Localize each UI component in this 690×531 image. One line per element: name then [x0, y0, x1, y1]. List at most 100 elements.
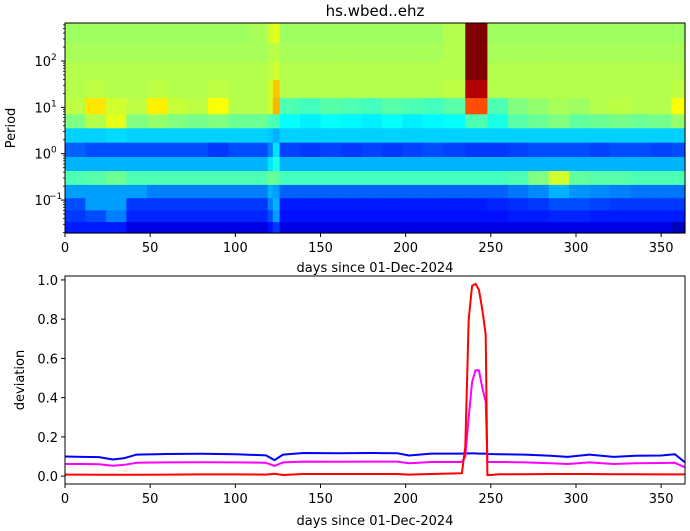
heatmap-cell — [300, 23, 322, 44]
heatmap-cell — [208, 184, 230, 199]
heatmap-cell — [361, 222, 383, 234]
heatmap-cell — [146, 62, 168, 81]
heatmap-cell — [487, 184, 509, 199]
heatmap-cell — [105, 114, 127, 129]
heatmap-cell — [272, 210, 281, 223]
heatmap-cell — [105, 128, 127, 144]
heatmap-cell — [589, 142, 611, 158]
heatmap-cell — [228, 62, 250, 81]
heatmap-cell — [340, 114, 362, 129]
heatmap-cell — [507, 142, 529, 158]
y-tick-label: 10 — [34, 101, 51, 116]
heatmap-cell — [381, 114, 403, 129]
heatmap-cell — [569, 210, 591, 223]
heatmap-cell — [85, 98, 107, 115]
heatmap-cell — [548, 128, 570, 144]
x-tick-label: 100 — [223, 492, 248, 507]
heatmap-cell — [528, 128, 550, 144]
heatmap-cell — [422, 62, 444, 81]
heatmap-cell — [589, 157, 611, 172]
heatmap-cell — [279, 222, 301, 234]
heatmap-cell — [126, 114, 148, 129]
heatmap-cell — [167, 43, 189, 63]
heatmap-cell — [228, 210, 250, 223]
heatmap-cell — [507, 128, 529, 144]
heatmap-cell — [65, 23, 86, 44]
heatmap-cell — [187, 43, 209, 63]
heatmap-cell — [630, 114, 652, 129]
heatmap-cell — [126, 198, 148, 211]
heatmap-cell — [361, 80, 383, 99]
heatmap-cell — [569, 80, 591, 99]
heatmap-cell — [361, 114, 383, 129]
heatmap-cell — [267, 184, 274, 199]
heatmap-cell — [361, 98, 383, 115]
heatmap-cell — [65, 222, 86, 234]
heatmap-cell — [85, 80, 107, 99]
heatmap-cell — [340, 142, 362, 158]
heatmap-cell — [402, 80, 424, 99]
heatmap-cell — [487, 210, 509, 223]
spectrogram-ylabel: Period — [4, 108, 19, 149]
heatmap-cell — [548, 80, 570, 99]
x-tick-label: 0 — [61, 241, 69, 256]
heatmap-cell — [340, 198, 362, 211]
heatmap-cell — [589, 80, 611, 99]
heatmap-cell — [272, 62, 281, 81]
heatmap-cell — [528, 80, 550, 99]
heatmap-cell — [85, 23, 107, 44]
heatmap-cell — [361, 23, 383, 44]
heatmap-cell — [208, 157, 230, 172]
x-tick-label: 200 — [393, 492, 418, 507]
heatmap-cell — [465, 210, 488, 223]
heatmap-cell — [228, 114, 250, 129]
heatmap-cell — [650, 43, 672, 63]
heatmap-cell — [443, 198, 466, 211]
heatmap-cell — [146, 157, 168, 172]
heatmap-cell — [208, 62, 230, 81]
heatmap-cell — [65, 114, 86, 129]
heatmap-cell — [528, 142, 550, 158]
heatmap-cell — [671, 142, 686, 158]
heatmap-cell — [381, 43, 403, 63]
heatmap-cell — [267, 23, 274, 44]
heatmap-cell — [671, 184, 686, 199]
heatmap-cell — [65, 80, 86, 99]
heatmap-cell — [548, 62, 570, 81]
heatmap-cell — [465, 222, 488, 234]
heatmap-cell — [465, 198, 488, 211]
heatmap-cell — [507, 210, 529, 223]
heatmap-cell — [528, 171, 550, 186]
heatmap-cell — [279, 23, 301, 44]
heatmap-cell — [487, 43, 509, 63]
heatmap-cell — [361, 184, 383, 199]
heatmap-cell — [671, 198, 686, 211]
heatmap-cell — [85, 128, 107, 144]
heatmap-cell — [187, 114, 209, 129]
heatmap-cell — [422, 98, 444, 115]
heatmap-cell — [589, 210, 611, 223]
heatmap-cell — [126, 43, 148, 63]
heatmap-cell — [249, 62, 269, 81]
heatmap-cell — [146, 23, 168, 44]
heatmap-cell — [610, 62, 632, 81]
heatmap-cell — [320, 80, 342, 99]
heatmap-cell — [85, 142, 107, 158]
heatmap-cell — [422, 222, 444, 234]
heatmap-cell — [167, 128, 189, 144]
deviation-xlabel: days since 01-Dec-2024 — [297, 514, 454, 529]
heatmap-cell — [272, 184, 281, 199]
heatmap-cell — [267, 157, 274, 172]
heatmap-cell — [65, 210, 86, 223]
heatmap-cell — [381, 128, 403, 144]
heatmap-cell — [589, 198, 611, 211]
heatmap-cell — [272, 128, 281, 144]
heatmap-cell — [610, 184, 632, 199]
heatmap-cell — [402, 43, 424, 63]
heatmap-cell — [671, 171, 686, 186]
heatmap-cell — [272, 222, 281, 234]
heatmap-cell — [85, 157, 107, 172]
heatmap-cell — [146, 210, 168, 223]
heatmap-cell — [487, 222, 509, 234]
heatmap-cell — [465, 157, 488, 172]
